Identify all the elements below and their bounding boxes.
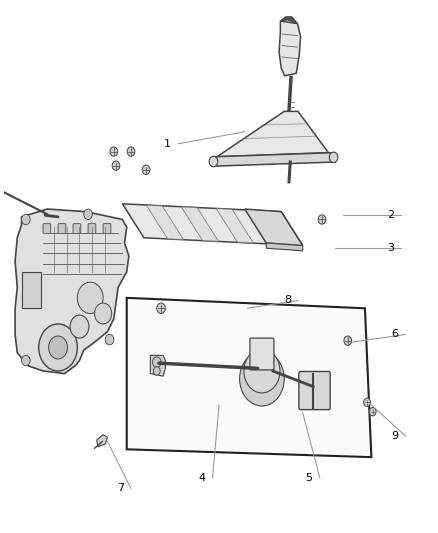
- Circle shape: [70, 315, 89, 338]
- Circle shape: [78, 282, 103, 313]
- Circle shape: [344, 336, 352, 345]
- Circle shape: [153, 367, 160, 375]
- Polygon shape: [150, 356, 166, 376]
- Circle shape: [112, 161, 120, 171]
- Circle shape: [142, 165, 150, 175]
- Circle shape: [157, 303, 165, 313]
- Circle shape: [251, 340, 272, 366]
- Text: 1: 1: [164, 139, 171, 149]
- FancyBboxPatch shape: [250, 338, 274, 370]
- Circle shape: [244, 349, 280, 393]
- Circle shape: [105, 334, 114, 345]
- FancyBboxPatch shape: [88, 224, 96, 233]
- Polygon shape: [97, 435, 107, 447]
- Polygon shape: [146, 205, 184, 240]
- Polygon shape: [181, 207, 219, 241]
- Circle shape: [21, 214, 30, 225]
- Circle shape: [39, 324, 78, 371]
- FancyBboxPatch shape: [299, 372, 330, 410]
- Text: 6: 6: [392, 329, 399, 340]
- Polygon shape: [279, 21, 300, 76]
- Text: 2: 2: [387, 211, 394, 220]
- Circle shape: [110, 147, 118, 156]
- Circle shape: [21, 356, 30, 366]
- Polygon shape: [245, 209, 303, 246]
- FancyBboxPatch shape: [73, 224, 81, 233]
- Text: 5: 5: [306, 473, 313, 483]
- Circle shape: [369, 408, 376, 416]
- FancyBboxPatch shape: [103, 224, 111, 233]
- Circle shape: [364, 398, 371, 407]
- Text: 9: 9: [392, 431, 399, 441]
- Text: 4: 4: [198, 473, 205, 483]
- Text: 8: 8: [284, 295, 291, 305]
- Polygon shape: [216, 208, 254, 243]
- Circle shape: [84, 209, 92, 220]
- Polygon shape: [217, 111, 328, 157]
- Circle shape: [127, 147, 135, 156]
- Polygon shape: [280, 17, 297, 23]
- Circle shape: [49, 336, 67, 359]
- Polygon shape: [266, 243, 303, 251]
- Polygon shape: [212, 152, 335, 166]
- Circle shape: [240, 352, 284, 406]
- Circle shape: [209, 156, 218, 167]
- Text: 3: 3: [387, 243, 394, 253]
- Circle shape: [95, 303, 112, 324]
- Polygon shape: [123, 204, 303, 246]
- Polygon shape: [127, 298, 371, 457]
- FancyBboxPatch shape: [43, 224, 51, 233]
- Circle shape: [329, 152, 338, 163]
- Text: 7: 7: [117, 483, 124, 494]
- Circle shape: [152, 357, 161, 367]
- Polygon shape: [15, 209, 129, 374]
- FancyBboxPatch shape: [58, 224, 66, 233]
- Circle shape: [318, 215, 326, 224]
- Polygon shape: [21, 272, 41, 308]
